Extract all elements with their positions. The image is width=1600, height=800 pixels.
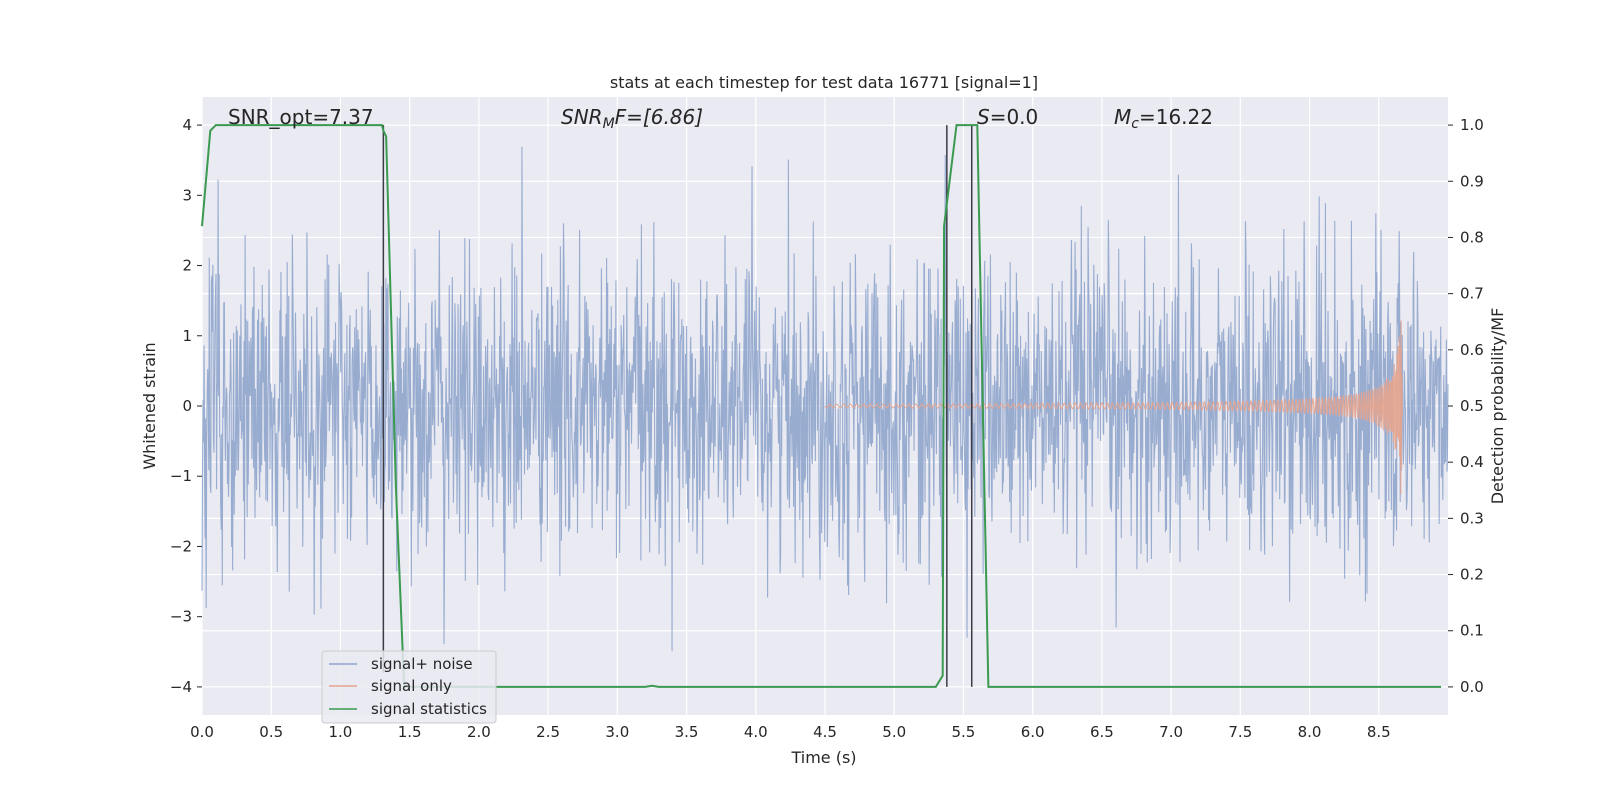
legend-label-signal-noise: signal+ noise [371, 655, 473, 673]
y-tick-label: 0 [182, 397, 192, 415]
annotation-snr-opt: SNR_opt=7.37 [228, 105, 374, 129]
y-tick-label: −1 [170, 467, 192, 485]
y-tick-label: −3 [170, 608, 192, 626]
y-right-tick-label: 0.0 [1460, 678, 1484, 696]
x-tick-label: 2.5 [536, 723, 560, 741]
y-right-tick-label: 0.1 [1460, 622, 1484, 640]
y-tick-label: 1 [182, 327, 192, 345]
chart-title: stats at each timestep for test data 167… [610, 73, 1038, 92]
y-tick-label: 3 [182, 186, 192, 204]
legend-label-signal-statistics: signal statistics [371, 700, 487, 718]
y-tick-label: −4 [170, 678, 192, 696]
y-tick-label: 4 [182, 116, 192, 134]
y-right-tick-label: 0.5 [1460, 397, 1484, 415]
y-tick-label: −2 [170, 537, 192, 555]
series-signal-only [824, 320, 1403, 495]
series-signal-statistics [201, 124, 1442, 688]
vertical-markers [382, 125, 973, 687]
legend-label-signal-only: signal only [371, 677, 452, 695]
x-tick-label: 2.0 [467, 723, 491, 741]
y-axis-ticks: 4 3 2 1 0 −1 −2 −3 −4 [170, 116, 202, 696]
x-tick-label: 7.0 [1159, 723, 1183, 741]
y-right-tick-label: 0.2 [1460, 566, 1484, 584]
grid [201, 97, 1448, 715]
x-tick-label: 7.5 [1228, 723, 1252, 741]
annotation-s: S=0.0 [977, 105, 1038, 129]
annotation-mc: Mc=16.22 [1114, 105, 1213, 132]
series-signal-noise [201, 146, 1449, 652]
y-axis-label: Whitened strain [140, 342, 159, 469]
y-right-tick-label: 0.4 [1460, 453, 1484, 471]
y-right-tick-label: 1.0 [1460, 116, 1484, 134]
annotation-snr-mf: SNRMF=[6.86] [561, 105, 703, 132]
y-right-tick-label: 0.8 [1460, 228, 1484, 246]
signal-noise-line [201, 146, 1449, 652]
y-right-tick-label: 0.7 [1460, 285, 1484, 303]
x-tick-label: 6.5 [1090, 723, 1114, 741]
y-right-tick-label: 0.3 [1460, 509, 1484, 527]
x-tick-label: 0.0 [190, 723, 214, 741]
legend: signal+ noise signal only signal statist… [321, 650, 497, 724]
x-tick-label: 5.0 [882, 723, 906, 741]
y-right-axis-label: Detection probability/MF [1488, 308, 1507, 505]
x-tick-label: 5.5 [952, 723, 976, 741]
x-axis-label: Time (s) [790, 748, 856, 767]
legend-box [321, 650, 497, 724]
x-tick-label: 1.0 [329, 723, 353, 741]
x-tick-label: 1.5 [398, 723, 422, 741]
y-tick-label: 2 [182, 257, 192, 275]
x-tick-label: 8.0 [1298, 723, 1322, 741]
y-right-tick-label: 0.6 [1460, 341, 1484, 359]
y-right-axis-ticks: 1.0 0.9 0.8 0.7 0.6 0.5 0.4 0.3 0.2 0.1 0.0 [1448, 116, 1484, 696]
x-tick-label: 8.5 [1367, 723, 1391, 741]
x-tick-label: 4.0 [744, 723, 768, 741]
x-axis-ticks: 0.0 0.5 1.0 1.5 2.0 2.5 3.0 3.5 4.0 4.5 5.0 5.5 6.0 6… [190, 723, 1391, 741]
signal-statistics-line [201, 124, 1442, 688]
x-tick-label: 3.5 [675, 723, 699, 741]
x-tick-label: 0.5 [259, 723, 283, 741]
signal-only-line [824, 320, 1403, 495]
y-right-tick-label: 0.9 [1460, 172, 1484, 190]
x-tick-label: 3.0 [605, 723, 629, 741]
x-tick-label: 6.0 [1021, 723, 1045, 741]
x-tick-label: 4.5 [813, 723, 837, 741]
